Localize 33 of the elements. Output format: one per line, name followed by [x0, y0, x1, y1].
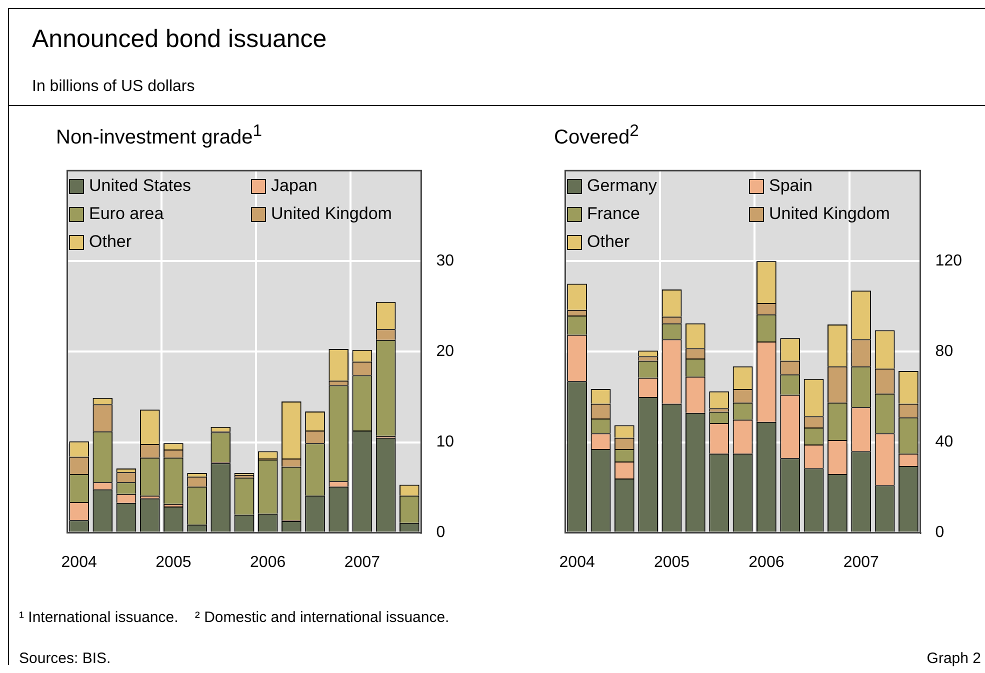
- legend-label: Japan: [271, 176, 318, 196]
- x-tick-label: 2005: [654, 554, 690, 571]
- text: ¹ International issuance. ² Domestic and international issuance.: [19, 609, 450, 626]
- x-tick-label: 2007: [344, 554, 380, 571]
- x-tick-label: 2006: [250, 554, 286, 571]
- chart-title: Non-investment grade$^{1}$: [56, 121, 262, 150]
- legend-label: Euro area: [89, 204, 164, 224]
- legend-label: Other: [89, 232, 132, 252]
- legend-label: United Kingdom: [769, 204, 890, 224]
- y-tick-label: 30: [436, 252, 454, 270]
- text: Announced bond issuance: [32, 25, 327, 54]
- y-tick-label: 40: [935, 434, 954, 451]
- legend-label: Spain: [769, 176, 812, 196]
- text: In billions of US dollars: [32, 78, 195, 96]
- caption: Graph 2: [926, 650, 981, 667]
- y-tick-label: 20: [436, 343, 454, 360]
- y-tick-label: 80: [935, 343, 954, 360]
- legend-label: France: [587, 204, 640, 224]
- x-tick-label: 2007: [843, 554, 880, 571]
- chart-title: Covered$^{2}$: [554, 121, 639, 150]
- y-tick-label: 0: [436, 524, 446, 542]
- x-tick-label: 2005: [156, 554, 192, 571]
- x-tick-label: 2004: [61, 554, 97, 571]
- y-tick-label: 10: [436, 434, 454, 451]
- y-tick-label: 0: [935, 524, 944, 542]
- legend-label: Other: [587, 232, 630, 252]
- source-note: Sources: BIS.: [19, 650, 111, 667]
- x-tick-label: 2004: [559, 554, 595, 571]
- y-tick-label: 120: [935, 252, 962, 270]
- legend-label: United Kingdom: [271, 204, 392, 224]
- x-tick-label: 2006: [748, 554, 784, 571]
- legend-label: United States: [89, 176, 192, 196]
- legend-label: Germany: [587, 176, 657, 196]
